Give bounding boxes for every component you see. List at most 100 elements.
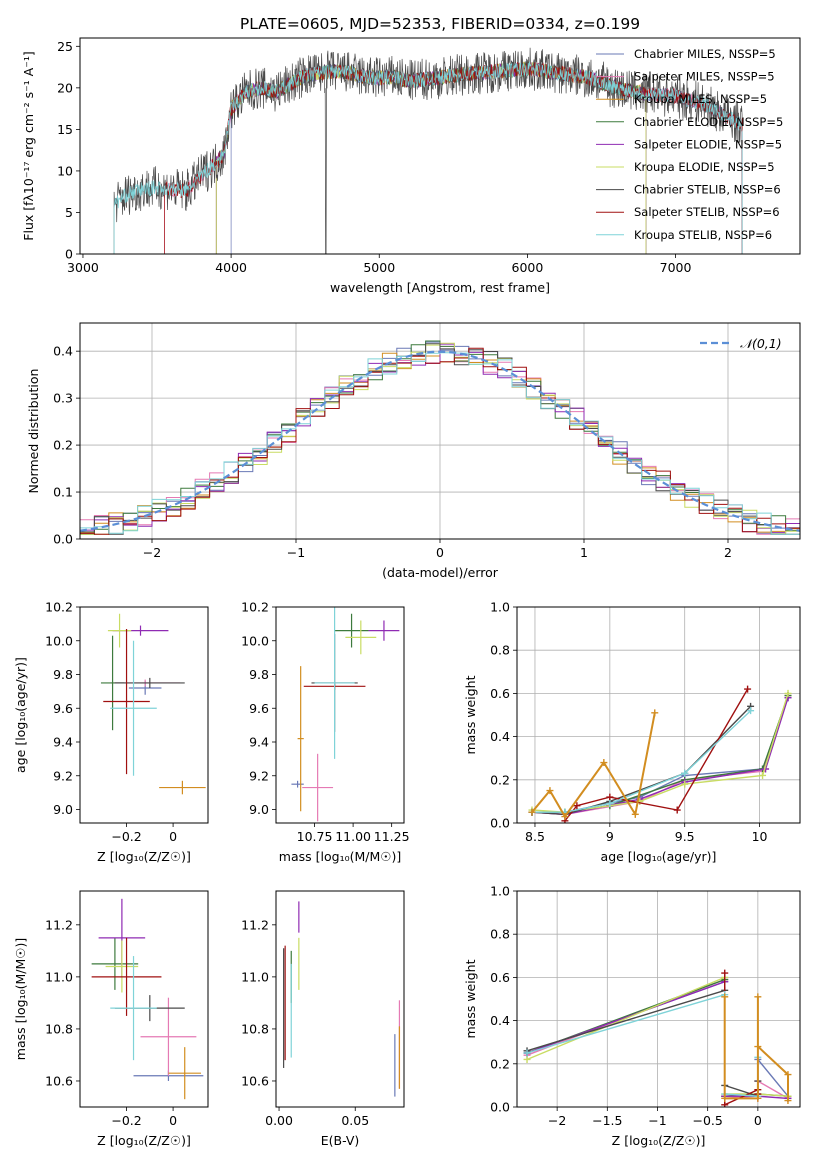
spectrum-series-line — [113, 61, 743, 254]
legend-entry: Kroupa STELIB, NSSP=6 — [634, 228, 772, 242]
massweight-vs-z-plot-area — [517, 891, 800, 1107]
x-tick-label: 0 — [754, 1113, 762, 1128]
x-tick-label: −2 — [548, 1113, 566, 1128]
massweight-vs-z-panel: −2 −1.5 −1 −0.5 0 0.0 0.2 0.4 0.6 0.8 1.0 Z [log₁₀(… — [463, 884, 801, 1148]
errorbar-point — [91, 937, 139, 990]
y-tick-label: 10.0 — [45, 633, 73, 648]
mass-weight-marker — [721, 1094, 729, 1102]
y-tick-label: 0.2 — [490, 1056, 510, 1071]
y-tick-label: 10.2 — [241, 600, 269, 615]
y-tick-label: 25 — [57, 39, 73, 54]
errorbar-point — [91, 937, 162, 1016]
y-tick-label: 11.2 — [241, 917, 269, 932]
y-tick-label: 0.1 — [53, 485, 73, 500]
y-tick-label: 9.2 — [249, 768, 269, 783]
legend-entry: Salpeter MILES, NSSP=5 — [634, 70, 775, 84]
y-tick-label: 10.8 — [45, 1021, 73, 1036]
x-tick-label: 11.00 — [335, 829, 371, 844]
age-vs-mass-plot-area — [291, 607, 400, 822]
spectrum-legend: Chabrier MILES, NSSP=5 Salpeter MILES, NS… — [596, 47, 783, 242]
mass-weight-marker — [759, 771, 767, 779]
y-tick-label: 1.0 — [490, 600, 510, 615]
age-vs-z-y-axis-label: age [log₁₀(age/yr)] — [13, 657, 28, 773]
x-tick-label: 11.25 — [374, 829, 410, 844]
mass-weight-marker — [681, 780, 689, 788]
y-tick-label: 9.8 — [249, 667, 269, 682]
mass-weight-marker — [784, 689, 792, 697]
y-tick-label: 0.2 — [490, 772, 510, 787]
mass-weight-marker — [673, 806, 681, 814]
y-tick-label: 9.0 — [53, 802, 73, 817]
residual-hist-panel: −2 −1 0 1 2 0.0 0.1 0.2 0.3 0.4 (data-model)/error… — [26, 322, 801, 580]
x-tick-label: 6000 — [512, 260, 544, 275]
y-tick-label: 0 — [65, 247, 73, 262]
x-tick-label: 10 — [752, 829, 768, 844]
massweight-vs-age-plot-area — [517, 607, 800, 823]
y-tick-label: 11.0 — [45, 969, 73, 984]
errorbar-point — [110, 640, 157, 776]
y-tick-label: 9.6 — [53, 701, 73, 716]
mass-weight-marker — [606, 800, 614, 808]
age-vs-z-x-axis-label: Z [log₁₀(Z/Z☉)] — [97, 849, 191, 864]
y-tick-label: 0.6 — [490, 970, 510, 985]
mass-weight-marker — [546, 787, 554, 795]
y-tick-label: 20 — [57, 80, 73, 95]
mass-weight-marker — [784, 1097, 792, 1105]
y-tick-label: 10.6 — [241, 1073, 269, 1088]
residual-hist-y-axis-label: Normed distribution — [26, 369, 41, 494]
residual-hist-plot-area — [80, 323, 800, 539]
age-vs-mass-x-axis-label: mass [log₁₀(M/M☉)] — [279, 849, 401, 864]
mass-weight-marker — [523, 1049, 531, 1057]
errorbar-point — [107, 613, 132, 648]
errorbar-point — [302, 753, 334, 822]
y-tick-label: 0.3 — [53, 391, 73, 406]
legend-entry: Chabrier MILES, NSSP=5 — [634, 47, 776, 61]
figure-title: PLATE=0605, MJD=52353, FIBERID=0334, z=0… — [240, 15, 640, 33]
mass-weight-marker — [754, 993, 762, 1001]
x-tick-label: 4000 — [215, 260, 247, 275]
x-tick-label: 9.5 — [675, 829, 695, 844]
massweight-vs-z-y-axis-label: mass weight — [463, 959, 478, 1038]
age-vs-mass-panel: 10.75 11.00 11.25 9.0 9.2 9.4 9.6 9.8 10.0 10.2 ma… — [241, 600, 409, 865]
y-tick-label: 9.4 — [53, 735, 73, 750]
x-tick-label: 1 — [580, 545, 588, 560]
y-tick-label: 15 — [57, 122, 73, 137]
histogram-series — [80, 343, 800, 534]
y-tick-label: 0.8 — [490, 643, 510, 658]
x-tick-label: −1 — [648, 1113, 666, 1128]
legend-entry: Salpeter STELIB, NSSP=6 — [634, 205, 780, 219]
mass-weight-series — [532, 697, 789, 813]
y-tick-label: 9.6 — [249, 701, 269, 716]
spectrum-frame — [79, 37, 801, 255]
gaussian-curve — [80, 350, 800, 532]
massweight-vs-age-frame — [516, 606, 801, 824]
mass-weight-marker — [754, 1043, 762, 1051]
x-tick-label: 2 — [724, 545, 732, 560]
y-tick-label: 9.4 — [249, 735, 269, 750]
mass-vs-z-frame — [79, 890, 209, 1108]
x-tick-label: −0.2 — [111, 829, 141, 844]
mass-weight-series — [531, 697, 789, 816]
mass-weight-marker — [747, 707, 755, 715]
x-tick-label: 0 — [169, 1113, 177, 1128]
mass-weight-marker — [744, 685, 752, 693]
y-tick-label: 0.4 — [490, 729, 510, 744]
histogram-series — [80, 352, 800, 535]
mass-weight-marker — [600, 759, 608, 767]
errorbar-point — [334, 613, 369, 648]
spectrum-y-axis-label: Flux [fλ10⁻¹⁷ erg cm⁻² s⁻¹ A⁻¹] — [21, 51, 36, 240]
age-vs-z-plot-area — [100, 613, 206, 795]
x-tick-label: −2 — [143, 545, 161, 560]
x-tick-label: 0 — [169, 829, 177, 844]
mass-weight-marker — [523, 1055, 531, 1063]
age-vs-z-frame — [79, 606, 209, 824]
mass-weight-series — [531, 695, 789, 816]
y-tick-label: 9.8 — [53, 667, 73, 682]
age-vs-z-panel: −0.2 0 9.0 9.2 9.4 9.6 9.8 10.0 10.2 Z [log₁₀(Z/Z… — [13, 600, 209, 864]
legend-entry: Kroupa ELODIE, NSSP=5 — [634, 160, 775, 174]
mass-vs-ebv-plot-area — [283, 901, 401, 1097]
y-tick-label: 10 — [57, 163, 73, 178]
spectrum-x-axis-label: wavelength [Angstrom, rest frame] — [330, 280, 550, 295]
mass-weight-marker — [528, 808, 536, 816]
